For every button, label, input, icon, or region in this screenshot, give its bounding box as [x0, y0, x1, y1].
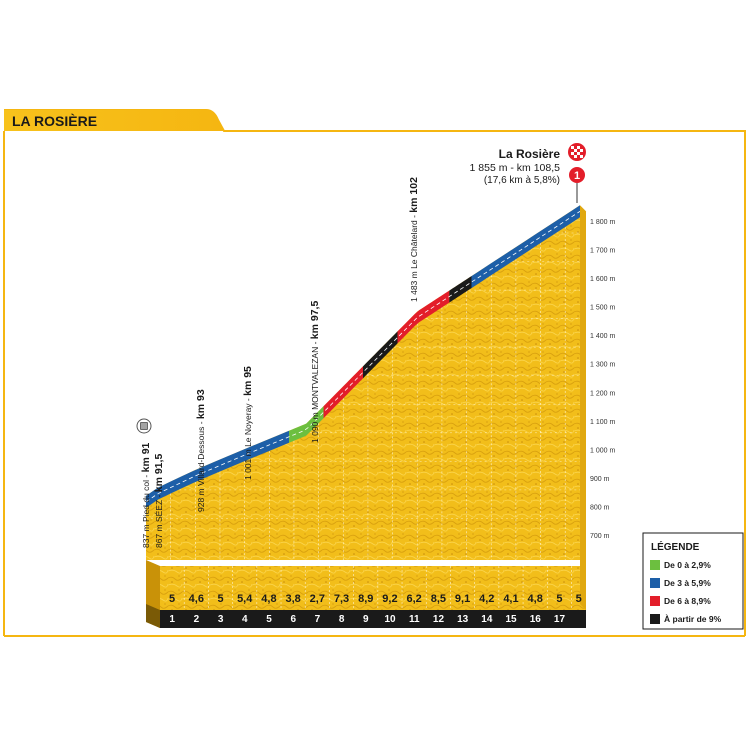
- gradient-segment: [323, 366, 363, 419]
- km-label: 15: [506, 614, 518, 625]
- km-label: 8: [339, 614, 345, 625]
- y-tick-label: 1 800 m: [590, 219, 615, 226]
- gradient-label: 9,1: [455, 593, 470, 605]
- summit: La Rosière 1 855 m - km 108,5 (17,6 km à…: [470, 143, 586, 203]
- legend-label: De 3 à 5,9%: [664, 578, 711, 588]
- y-tick-label: 1 000 m: [590, 447, 615, 454]
- front-face: [160, 566, 586, 610]
- gradient-label: 3,8: [285, 593, 300, 605]
- waypoint-labels: 837 m Pied du col - km 91 867 m SÉEZ - k…: [140, 177, 420, 548]
- gradient-label: 7,3: [334, 593, 349, 605]
- y-tick-label: 1 300 m: [590, 362, 615, 369]
- summit-alt-km: 1 855 m - km 108,5: [470, 162, 561, 174]
- km-axis: 1 2 3 4 5 6 7 8 9 10 11 12 13 14 15 16 17: [169, 614, 565, 625]
- gradient-label: 6,2: [406, 593, 421, 605]
- gradient-label: 5: [556, 593, 562, 605]
- legend-label: De 6 à 8,9%: [664, 596, 711, 606]
- legend-swatch: [650, 560, 660, 570]
- category-badge-icon: 1: [569, 167, 585, 203]
- gradient-segment: [397, 290, 450, 344]
- waypoint-label: 837 m Pied du col - km 91: [140, 442, 152, 548]
- km-label: 2: [194, 614, 200, 625]
- summit-climb: (17,6 km à 5,8%): [484, 175, 560, 186]
- summit-name: La Rosière: [499, 147, 561, 161]
- y-tick-label: 1 500 m: [590, 305, 615, 312]
- km-label: 3: [218, 614, 224, 625]
- km-label: 12: [433, 614, 445, 625]
- legend-title: LÉGENDE: [651, 540, 700, 553]
- gradient-label: 2,7: [310, 593, 325, 605]
- waypoint-label: 867 m SÉEZ - km 91,5: [153, 454, 165, 548]
- waypoint-label: 1 090 m MONTVALEZAN - km 97,5: [309, 301, 321, 443]
- legend-swatch: [650, 578, 660, 588]
- y-tick-label: 1 400 m: [590, 333, 615, 340]
- km-label: 7: [315, 614, 321, 625]
- gradient-label: 9,2: [382, 593, 397, 605]
- waypoint-label: 1 483 m Le Châtelard - km 102: [408, 177, 420, 302]
- side-face: [580, 205, 586, 611]
- gradient-label: 4,6: [189, 593, 204, 605]
- y-tick-label: 1 600 m: [590, 276, 615, 283]
- legend-label: De 0 à 2,9%: [664, 560, 711, 570]
- legend-swatch: [650, 614, 660, 624]
- km-label: 10: [384, 614, 396, 625]
- y-tick-label: 1 700 m: [590, 248, 615, 255]
- gradient-label: 8,9: [358, 593, 373, 605]
- col-start-icon: [136, 418, 152, 434]
- svg-text:1: 1: [574, 170, 580, 182]
- gradient-labels: 5 4,6 5 5,4 4,8 3,8 2,7 7,3 8,9 9,2 6,2 8,5 9,1 4,2 4,…: [169, 593, 582, 605]
- grid-lines: [146, 226, 580, 560]
- gradient-label: 4,8: [528, 593, 543, 605]
- km-label: 14: [481, 614, 493, 625]
- gradient-segment: [289, 406, 324, 443]
- waypoint-label: 1 001 m Le Noyeray - km 95: [242, 366, 254, 480]
- km-strip: [160, 610, 586, 626]
- y-tick-label: 900 m: [590, 476, 610, 483]
- gradient-label: 5: [217, 593, 223, 605]
- km-label: 9: [363, 614, 369, 625]
- y-axis: 700 m 800 m 900 m 1 000 m 1 100 m 1 200 m 1 30…: [590, 219, 615, 540]
- km-label: 1: [169, 614, 175, 625]
- y-tick-label: 800 m: [590, 504, 610, 511]
- gradient-label: 4,8: [261, 593, 276, 605]
- km-label: 4: [242, 614, 248, 625]
- gradient-label: 5: [576, 593, 582, 605]
- header-tab: LA ROSIÈRE: [4, 109, 746, 132]
- y-tick-label: 700 m: [590, 533, 610, 540]
- gradient-label: 8,5: [431, 593, 446, 605]
- km-label: 13: [457, 614, 469, 625]
- km-label: 5: [266, 614, 272, 625]
- profile-fill: [146, 205, 580, 561]
- km-label: 17: [554, 614, 566, 625]
- km-label: 6: [290, 614, 296, 625]
- gradient-segment: [146, 430, 290, 508]
- legend-label: À partir de 9%: [664, 614, 722, 624]
- gradient-label: 5,4: [237, 593, 253, 605]
- km-label: 16: [530, 614, 542, 625]
- km-label: 11: [409, 614, 420, 625]
- profile-area: [146, 205, 580, 561]
- gradient-label: 4,2: [479, 593, 494, 605]
- gradient-label: 4,1: [503, 593, 518, 605]
- profile-front: [160, 205, 586, 626]
- legend: LÉGENDE De 0 à 2,9% De 3 à 5,9% De 6 à 8…: [642, 532, 744, 630]
- y-tick-label: 1 200 m: [590, 390, 615, 397]
- finish-flag-icon: [568, 143, 586, 161]
- waypoint-label: 928 m Villard-Dessous - km 93: [195, 389, 207, 512]
- legend-swatch: [650, 596, 660, 606]
- gradient-label: 5: [169, 593, 175, 605]
- page-title: LA ROSIÈRE: [12, 113, 97, 129]
- band-center-line: [145, 210, 581, 503]
- y-tick-label: 1 100 m: [590, 419, 615, 426]
- gradient-band: [145, 205, 581, 508]
